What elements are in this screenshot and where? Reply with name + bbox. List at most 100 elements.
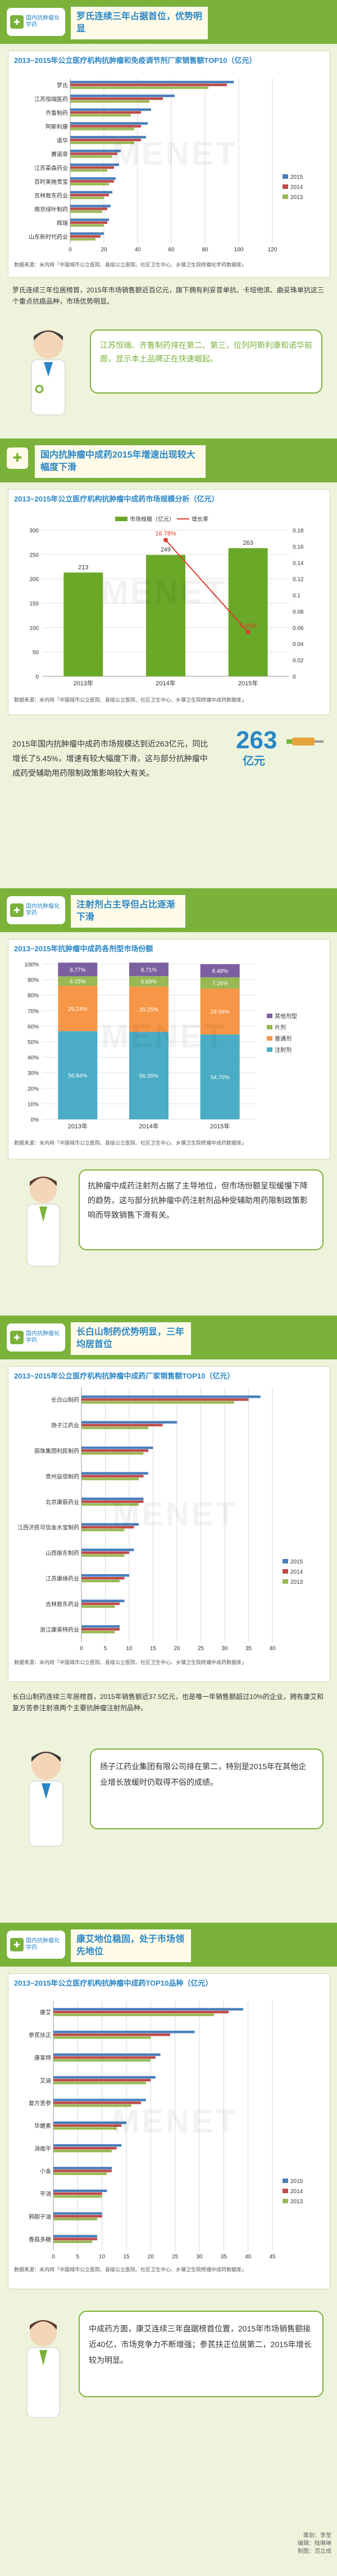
bar-2013: [70, 100, 149, 103]
headline-frame: 长白山制药优势明显，三年均居首位: [71, 1322, 191, 1355]
segment-data-label: 7.26%: [212, 980, 227, 987]
chart-3-source: 数据来源：米内网「中国城市公立医院、县级公立医院、社区卫生中心、乡镇卫生院终端中…: [14, 1140, 247, 1146]
bar-2013: [81, 1477, 139, 1480]
segment-data-label: 6.69%: [141, 979, 157, 986]
x-tick-label: 2015年: [238, 679, 258, 687]
bar-2013: [81, 1529, 125, 1531]
section-1-text: 罗氏连续三年位居榜首，2015年市场销售额近百亿元，旗下拥有利妥昔单抗、卡培他滨…: [12, 286, 324, 305]
credits: 策划：李莹 编辑：陆琳琳 制图：范立成: [298, 2532, 331, 2556]
bar-2014: [53, 2170, 112, 2172]
chart-1: 0 20 40 60 80 100 120 罗氏江苏恒瑞医药齐鲁制药阿斯利康诺华赛诺菲江苏豪森…: [29, 78, 303, 253]
bar-market-size: [228, 548, 268, 676]
bar-2013: [81, 1426, 148, 1430]
chart-4-card: 2013~2015年公立医疗机构抗肿瘤中成药厂家销售额TOP10（亿元） 0 5 1…: [8, 1366, 330, 1682]
y-tick-label: 300: [29, 528, 39, 534]
category-label: 丽珠集团利民制药: [34, 1448, 79, 1455]
chart-5-card: 2013~2015年公立医疗机构抗肿瘤中成药TOP10品种（亿元） 0 5 10 15…: [8, 1973, 330, 2289]
y-tick-label: 250: [29, 552, 39, 558]
x-tick-label: 20: [101, 247, 107, 253]
section-5: ✚ 国内抗肿瘤化学药 康艾地位稳固，处于市场领先地位 2013~2015年公立医…: [0, 1923, 337, 2576]
section-3: ✚ 国内抗肿瘤化学药 注射剂占主导但占比逐渐下滑 2013~2015年抗肿瘤中成…: [0, 888, 337, 1293]
badge-label: 国内抗肿瘤化学药: [26, 1938, 60, 1951]
bar-2015: [53, 2144, 122, 2147]
bar-2013: [53, 2059, 151, 2062]
segment-其他剂型: [58, 962, 98, 977]
x-tick-label: 35: [221, 2254, 227, 2260]
legend-label: 普通剂: [275, 1035, 292, 1042]
bar-2014: [70, 166, 114, 169]
section-3-bubble: 抗肿瘤中成药注射剂占据了主导地位，但市场份额呈现缓慢下降的趋势，这与部分抗肿瘤中…: [79, 1169, 324, 1250]
badge-label: 国内抗肿瘤化学药: [26, 903, 60, 916]
legend-label: 其他剂型: [275, 1013, 297, 1020]
bar-2014: [53, 2124, 122, 2127]
category-label: 江苏豪森药业: [34, 164, 68, 171]
segment-data-label: 54.70%: [211, 1075, 230, 1081]
bar-2015: [81, 1421, 177, 1424]
section-5-header: ✚ 国内抗肿瘤化学药 康艾地位稳固，处于市场领先地位: [0, 1923, 337, 1967]
legend-label: 2013: [290, 2199, 303, 2205]
legend-swatch: [267, 1036, 272, 1041]
y2-tick-label: 0.12: [293, 577, 304, 583]
x-tick-label: 2013年: [74, 679, 93, 687]
bar-2013: [70, 238, 95, 241]
chart-3-title: 2013~2015年抗肿瘤中成药各剂型市场份额: [14, 944, 153, 953]
category-label: 扬子江药业: [51, 1422, 79, 1429]
category-label: 山东新时代药业: [29, 233, 68, 241]
doctor-illustration: [12, 1169, 74, 1271]
segment-注射剂: [129, 1032, 168, 1119]
bar-2013: [53, 2081, 146, 2085]
section-2-headline: 国内抗肿瘤中成药2015年增速出现较大幅度下滑: [40, 450, 195, 472]
section-5-bubble: 中成药方面，康艾连续三年盘踞榜首位置，2015年市场销售额接近40亿，市场竞争力…: [79, 2311, 324, 2397]
bar-2015: [53, 2121, 126, 2124]
x-tick-label: 10: [99, 2254, 106, 2260]
legend-label: 2015: [290, 174, 303, 180]
bar-2015: [53, 2189, 107, 2193]
chart-4-source: 数据来源：米内网「中国城市公立医院、县级公立医院、社区卫生中心、乡镇卫生院终端中…: [14, 1660, 247, 1665]
category-label: 吉林敖东药业: [45, 1601, 79, 1608]
doctor-illustration: [15, 323, 82, 418]
bar-market-size: [63, 572, 103, 676]
legend-swatch: [267, 1014, 272, 1018]
chart-4-title: 2013~2015年公立医疗机构抗肿瘤中成药厂家销售额TOP10（亿元）: [14, 1372, 235, 1380]
segment-注射剂: [58, 1031, 98, 1119]
bar-2015: [81, 1523, 139, 1526]
growth-data-label: 5.45%: [239, 622, 257, 629]
watermark: MENET: [112, 135, 238, 172]
growth-data-label: 16.78%: [155, 531, 176, 537]
bar-2013: [53, 2013, 214, 2017]
watermark: MENET: [112, 1496, 238, 1533]
category-label: 阿斯利康: [45, 123, 68, 130]
legend-label: 市场规模（亿元）: [130, 516, 175, 523]
section-2-text: 2015年国内抗肿瘤中成药市场规模达到近263亿元，同比增长了5.45%，增速有…: [12, 739, 208, 778]
headline-frame: 康艾地位稳固，处于市场领先地位: [71, 1929, 191, 1962]
bar-2015: [53, 2076, 156, 2079]
bar-2013: [70, 224, 104, 227]
section-1-header: ✚ 国内抗肿瘤化学药 罗氏连续三年占据首位，优势明显: [0, 0, 337, 44]
bar-2014: [53, 2033, 170, 2036]
doctor-icon: [29, 1751, 63, 1847]
chart-2-title: 2013~2015年公立医疗机构抗肿瘤中成药市场规模分析（亿元）: [14, 495, 219, 503]
y-tick-label: 90%: [28, 978, 39, 984]
x-tick-label: 20: [174, 1646, 180, 1652]
bar-2015: [81, 1472, 148, 1475]
category-label: 参芪扶正: [29, 2032, 51, 2039]
bar-2015: [53, 2235, 97, 2238]
credit-editor: 编辑：陆琳琳: [298, 2541, 331, 2547]
bar-2015: [70, 218, 109, 222]
category-label: 消癌平: [34, 2145, 51, 2152]
segment-注射剂: [200, 1034, 240, 1119]
credit-planner: 策划：李莹: [303, 2533, 331, 2539]
y2-tick-label: 0.06: [293, 625, 304, 631]
category-label: 北京康辰药业: [45, 1498, 79, 1506]
legend-swatch: [283, 174, 288, 179]
bar-2014: [53, 2215, 102, 2218]
bar-2014: [53, 2192, 102, 2195]
bar-2014: [81, 1423, 163, 1427]
bar-2013: [81, 1580, 120, 1583]
legend-swatch: [283, 2189, 288, 2193]
bar-2013: [70, 114, 131, 117]
x-tick-label: 20: [148, 2254, 154, 2260]
segment-普通剂: [58, 986, 98, 1032]
segment-普通剂: [200, 988, 240, 1035]
watermark: MENET: [101, 574, 226, 611]
